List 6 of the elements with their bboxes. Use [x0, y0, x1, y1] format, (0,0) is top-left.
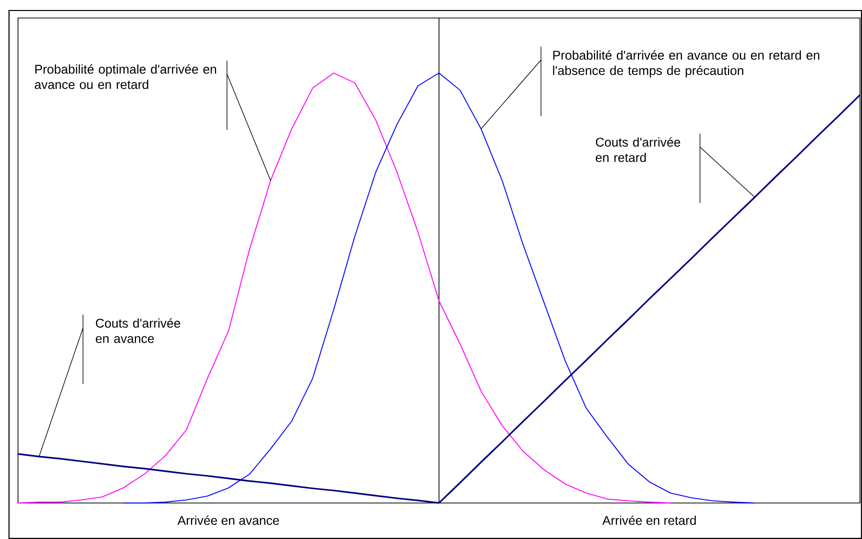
x-tick-label: Arrivée en retard — [602, 515, 696, 525]
x-tick-label: Arrivée en avance — [177, 515, 279, 525]
annotation: Couts d'arrivée en avance — [96, 318, 180, 344]
annotation: Probabilité optimale d'arrivée en avance ou en retard — [34, 64, 216, 90]
annotation: Couts d'arrivée en retard — [596, 137, 680, 162]
annotation: Probabilité d'arrivée en avance ou en retard en l'absence de temps de précaution — [553, 50, 820, 78]
